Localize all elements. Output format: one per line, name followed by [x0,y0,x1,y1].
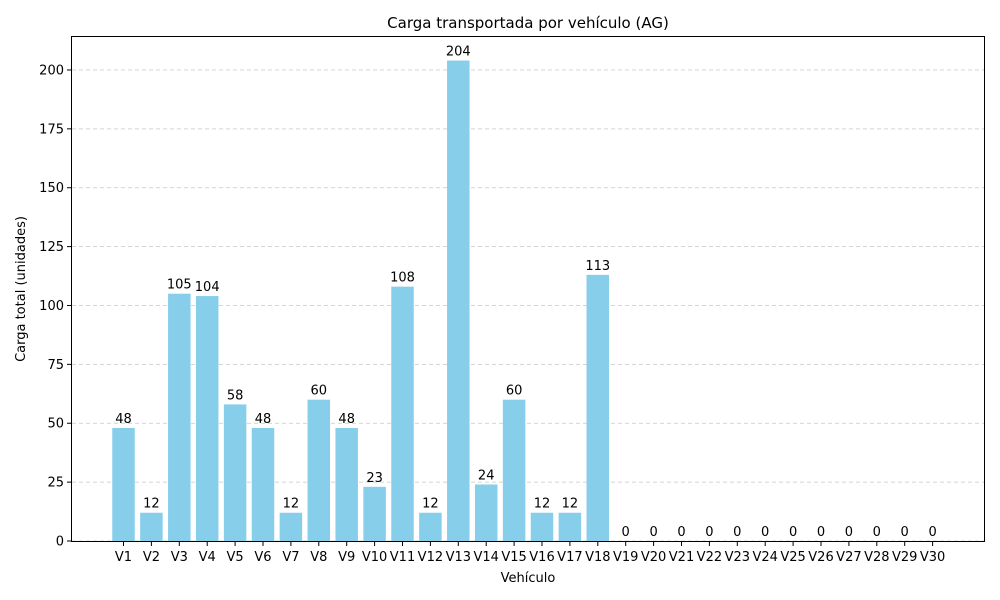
y-tick-label: 50 [47,417,64,432]
bar [140,512,163,541]
x-tick-label: V8 [310,550,327,565]
data-label: 0 [817,525,825,540]
y-tick-label: 150 [39,181,64,196]
data-label: 0 [789,525,797,540]
x-tick-label: V16 [529,550,554,565]
data-label: 60 [506,384,523,399]
data-label: 12 [283,497,300,512]
bar [251,427,275,541]
data-label: 0 [761,525,769,540]
chart-title: Carga transportada por vehículo (AG) [387,14,669,32]
y-tick-label: 125 [39,240,64,255]
data-labels: 48 12 105 104 58 48 12 60 48 23 108 12 204 24 60 12 12 11… [115,45,937,540]
bar [419,512,442,541]
x-tick-label: V26 [808,550,833,565]
x-tick-label: V29 [892,550,917,565]
y-tick-label: 75 [47,358,64,373]
data-label: 0 [845,525,853,540]
bar [168,293,191,541]
data-label: 0 [928,525,936,540]
x-axis: V1 V2 V3 V4 V5 V6 V7 V8 V9 V10 V11 V12 V13 V14 V15 V16 V… [115,541,945,565]
bar [195,296,219,541]
data-label: 12 [422,497,439,512]
data-label: 0 [733,525,741,540]
data-label: 0 [901,525,909,540]
y-tick-label: 175 [39,122,64,137]
data-label: 105 [167,278,192,293]
data-label: 48 [338,412,355,427]
x-tick-label: V25 [780,550,805,565]
data-label: 104 [195,280,220,295]
x-tick-label: V5 [227,550,244,565]
y-tick-label: 25 [47,476,64,491]
x-tick-label: V22 [697,550,722,565]
x-tick-label: V23 [725,550,750,565]
x-tick-label: V19 [613,550,638,565]
x-tick-label: V20 [641,550,666,565]
bar [363,486,386,541]
x-tick-label: V7 [282,550,299,565]
data-label: 113 [585,259,610,274]
data-label: 48 [115,412,132,427]
bar [447,60,470,542]
bar [307,399,331,541]
data-label: 0 [677,525,685,540]
x-tick-label: V14 [473,550,498,565]
x-tick-label: V27 [836,550,861,565]
x-axis-label: Vehículo [501,571,556,586]
x-tick-label: V12 [418,550,443,565]
grid-lines [72,69,984,542]
bar [502,399,526,541]
data-label: 12 [534,497,551,512]
data-label: 12 [143,497,160,512]
data-label: 58 [227,388,244,403]
x-tick-label: V3 [171,550,188,565]
x-tick-label: V13 [446,550,471,565]
x-tick-label: V4 [199,550,216,565]
x-tick-label: V30 [920,550,945,565]
bar [530,512,554,541]
x-tick-label: V17 [557,550,582,565]
x-tick-label: V10 [362,550,387,565]
bars [112,60,610,542]
y-tick-label: 200 [39,63,64,78]
data-label: 48 [255,412,272,427]
bar [335,427,358,541]
x-tick-label: V2 [143,550,160,565]
x-tick-label: V18 [585,550,610,565]
data-label: 204 [446,45,471,60]
plot-frame [71,36,985,542]
data-label: 23 [366,471,383,486]
x-tick-label: V21 [669,550,694,565]
x-tick-label: V9 [338,550,355,565]
data-label: 108 [390,271,415,286]
data-label: 60 [311,384,328,399]
data-label: 0 [873,525,881,540]
bar [223,404,247,541]
bar [391,286,414,541]
data-label: 12 [562,497,579,512]
x-tick-label: V6 [254,550,271,565]
data-label: 0 [622,525,630,540]
bar [474,484,498,541]
bar [112,427,135,541]
bar [586,274,610,541]
data-label: 24 [478,468,495,483]
bar [558,512,582,541]
x-tick-label: V28 [864,550,889,565]
y-axis: 0 25 50 75 100 125 150 175 200 [39,63,72,550]
y-tick-label: 0 [56,535,64,550]
x-tick-label: V24 [752,550,777,565]
x-tick-label: V1 [115,550,132,565]
x-tick-label: V11 [390,550,415,565]
y-tick-label: 100 [39,299,64,314]
data-label: 0 [649,525,657,540]
x-tick-label: V15 [501,550,526,565]
y-axis-label: Carga total (unidades) [14,216,29,362]
data-label: 0 [705,525,713,540]
bar [279,512,303,541]
